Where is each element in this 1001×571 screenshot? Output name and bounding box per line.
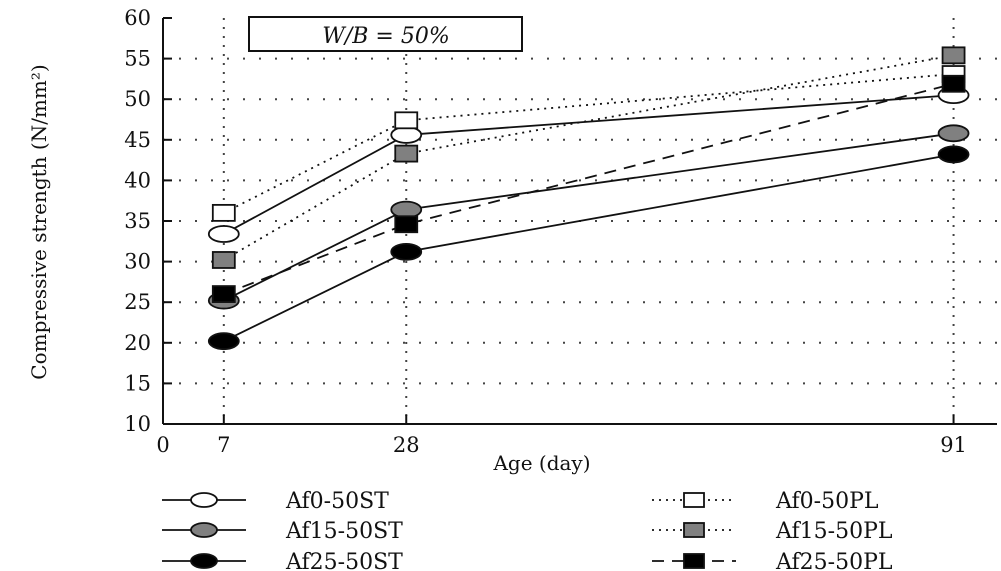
data-point [390, 200, 423, 219]
legend-marker [683, 492, 705, 508]
legend-item: Af0-50PL [652, 489, 879, 514]
legend-marker [683, 522, 705, 538]
series-line [223, 132, 954, 302]
y-tick-label: 30 [124, 250, 151, 274]
line-layer [223, 54, 954, 342]
series-line [223, 73, 954, 214]
legend-marker [190, 492, 218, 508]
legend-marker [683, 553, 705, 569]
y-tick-label: 60 [124, 6, 151, 30]
data-point [390, 126, 423, 144]
legend-item: Af25-50PL [652, 550, 893, 571]
y-tick-label: 40 [124, 168, 151, 192]
legend-label: Af0-50ST [285, 489, 389, 514]
y-tick-label: 55 [124, 47, 151, 71]
data-point [394, 111, 419, 130]
axis-layer: 10 15 20 25 30 35 40 45 50 55 60 0 7 28 91 [124, 6, 997, 457]
data-point [937, 145, 970, 164]
annotation-box: W/B = 50% [248, 16, 523, 52]
data-point [207, 332, 240, 351]
legend-marker [190, 522, 218, 538]
series-line [223, 94, 954, 235]
y-tick-label: 15 [124, 371, 151, 395]
series-line [223, 54, 954, 261]
annotation-text: W/B = 50% [322, 24, 450, 49]
data-point [207, 225, 240, 243]
y-tick-label: 25 [124, 290, 151, 314]
legend: Af0-50ST Af15-50ST Af25-50ST Af0-50PL Af15-5… [162, 489, 893, 571]
x-tick-label: 28 [393, 433, 420, 457]
x-tick-label: 7 [217, 433, 230, 457]
legend-item: Af0-50ST [162, 489, 389, 514]
data-point [394, 144, 419, 163]
legend-label: Af15-50ST [285, 519, 403, 544]
data-point [390, 242, 423, 261]
legend-item: Af15-50PL [652, 519, 893, 544]
data-point [211, 285, 236, 303]
y-tick-label: 35 [124, 209, 151, 233]
y-tick-label: 50 [124, 87, 151, 111]
series-line [223, 82, 954, 295]
data-point [941, 74, 966, 93]
data-point [211, 251, 236, 269]
legend-label: Af0-50PL [775, 489, 879, 514]
y-tick-label: 20 [124, 331, 151, 355]
legend-item: Af15-50ST [162, 519, 403, 544]
x-tick-label: 91 [940, 433, 967, 457]
data-point [394, 215, 419, 234]
legend-item: Af25-50ST [162, 550, 403, 571]
y-tick-label: 10 [124, 412, 151, 436]
y-tick-label: 45 [124, 128, 151, 152]
data-point [211, 203, 236, 222]
legend-marker [190, 553, 218, 569]
marker-layer [207, 46, 970, 351]
y-axis-title: Compressive strength (N/mm²) [27, 64, 51, 379]
series-line [223, 153, 954, 342]
legend-label: Af25-50ST [285, 550, 403, 571]
legend-label: Af15-50PL [775, 519, 893, 544]
data-point [937, 124, 970, 143]
x-tick-label: 0 [156, 433, 169, 457]
x-axis-title: Age (day) [492, 451, 590, 475]
legend-label: Af25-50PL [775, 550, 893, 571]
data-point [941, 46, 966, 65]
